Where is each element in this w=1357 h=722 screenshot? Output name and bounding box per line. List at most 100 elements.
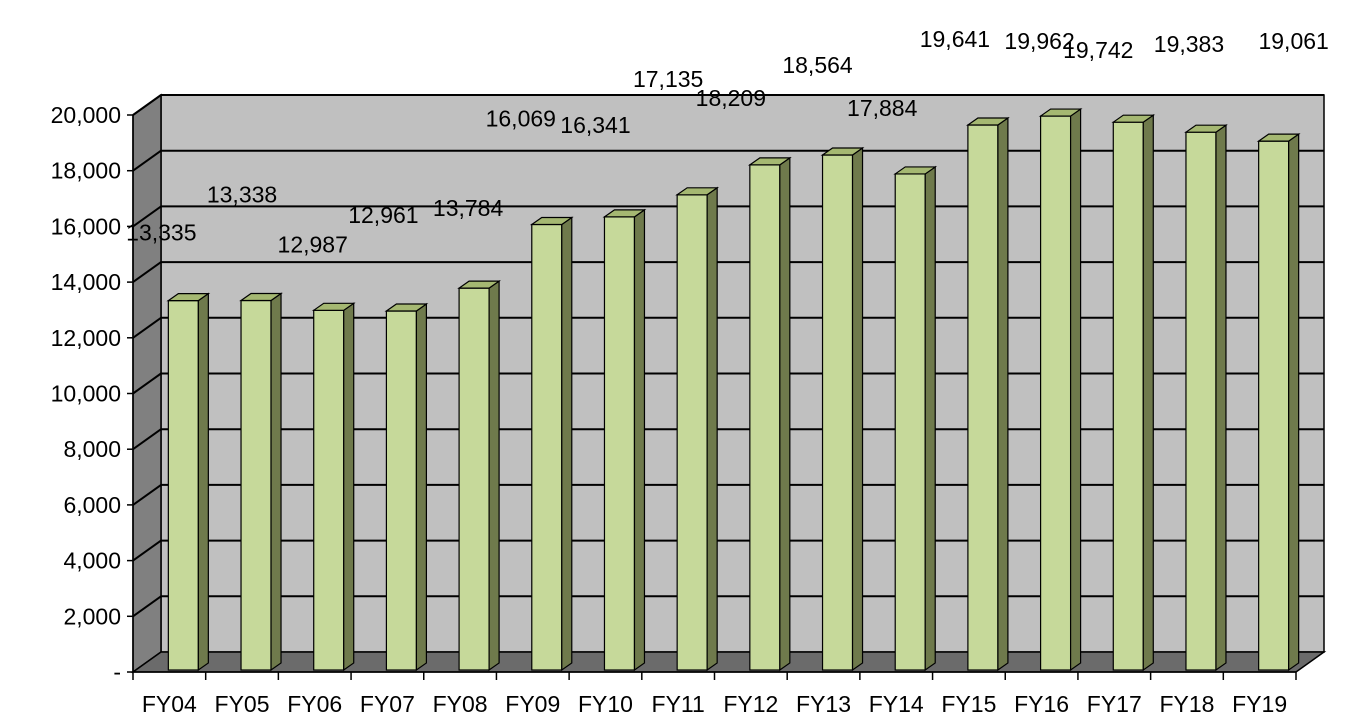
data-label: 13,784 xyxy=(433,195,504,221)
y-tick-label: 10,000 xyxy=(51,381,121,407)
bar xyxy=(603,216,636,671)
gridline-side xyxy=(132,261,162,283)
bar-top xyxy=(966,117,1010,126)
y-tick-label: 14,000 xyxy=(51,269,121,295)
data-label: 12,961 xyxy=(348,202,418,228)
x-tick-label: FY12 xyxy=(723,691,778,717)
x-tick-label: FY13 xyxy=(796,691,851,717)
y-tick-label: 16,000 xyxy=(51,213,121,239)
y-tick-label: 2,000 xyxy=(63,603,121,629)
bar-top xyxy=(1256,133,1301,142)
bar xyxy=(1258,140,1290,671)
bar-side xyxy=(197,292,209,672)
bar-side xyxy=(924,165,936,672)
bar-side xyxy=(1142,114,1154,672)
y-tick-label: 4,000 xyxy=(63,548,121,574)
y-tick-label: 20,000 xyxy=(51,102,121,128)
bar-top xyxy=(675,187,720,196)
bar-side xyxy=(706,186,718,672)
bar-side xyxy=(488,279,500,672)
bar-side xyxy=(1288,132,1300,672)
bar-top xyxy=(602,209,647,218)
gridline-side xyxy=(132,94,162,116)
bar-top xyxy=(529,216,574,226)
bar-top xyxy=(457,280,501,289)
data-label: 19,641 xyxy=(920,26,990,52)
bar xyxy=(1185,131,1217,671)
bar xyxy=(240,299,272,671)
bar-side xyxy=(561,216,573,672)
bar-side xyxy=(415,302,428,672)
bar-side xyxy=(633,208,646,672)
bar-side xyxy=(343,302,355,672)
bar-top xyxy=(820,147,865,156)
bar-side xyxy=(1069,107,1082,672)
x-tick-label: FY09 xyxy=(505,691,560,717)
data-label: 16,341 xyxy=(560,112,630,138)
x-tick-label: FY14 xyxy=(869,691,924,717)
bar xyxy=(676,194,708,671)
bar-top xyxy=(1038,108,1083,117)
bar xyxy=(821,154,854,671)
bar-top xyxy=(1111,114,1156,123)
data-label: 12,987 xyxy=(278,231,348,257)
x-tick-label: FY07 xyxy=(360,691,415,717)
x-tick-label: FY06 xyxy=(287,691,342,717)
gridline-side xyxy=(132,484,162,506)
y-tick-label: 12,000 xyxy=(51,325,121,351)
bar-top xyxy=(747,157,792,166)
data-label: 19,061 xyxy=(1258,28,1328,54)
gridline-side xyxy=(132,595,162,618)
data-label: 16,069 xyxy=(486,105,556,131)
data-label: 19,962 xyxy=(1004,28,1074,54)
data-label: 17,135 xyxy=(633,66,703,92)
data-label: 13,335 xyxy=(126,220,196,246)
bar xyxy=(313,309,345,671)
x-tick-label: FY19 xyxy=(1232,691,1287,717)
bar-side xyxy=(851,146,864,672)
x-tick-label: FY18 xyxy=(1159,691,1214,717)
gridline-side xyxy=(132,539,162,562)
bar xyxy=(385,310,418,671)
y-tick-label: 6,000 xyxy=(63,492,121,518)
data-label: 18,209 xyxy=(696,85,766,111)
data-label: 19,742 xyxy=(1063,37,1133,63)
x-tick-label: FY15 xyxy=(941,691,996,717)
data-label: 18,564 xyxy=(782,52,853,78)
bar xyxy=(967,124,999,671)
data-label: 17,884 xyxy=(847,95,918,121)
bar-top xyxy=(384,303,429,312)
bar-top xyxy=(1184,124,1228,133)
bar xyxy=(749,164,781,671)
bar-side xyxy=(997,116,1009,672)
bar-top xyxy=(166,293,211,302)
bar xyxy=(1039,115,1072,671)
x-tick-label: FY05 xyxy=(215,691,270,717)
bar-side xyxy=(779,156,791,672)
bar-top xyxy=(239,292,283,302)
y-tick-label: 18,000 xyxy=(51,158,121,184)
data-label: 19,383 xyxy=(1154,31,1224,57)
bar xyxy=(458,287,490,671)
bar-top xyxy=(311,302,356,311)
gridline-side xyxy=(132,149,162,172)
bar xyxy=(1112,121,1144,671)
bar xyxy=(167,300,199,671)
gridline-side xyxy=(132,428,162,451)
y-tick-label: - xyxy=(113,659,121,685)
gridline-side xyxy=(132,316,162,339)
x-tick-label: FY04 xyxy=(142,691,197,717)
y-tick-label: 8,000 xyxy=(63,436,121,462)
bar-top xyxy=(893,166,938,175)
x-tick-label: FY10 xyxy=(578,691,633,717)
bar-side xyxy=(1215,124,1227,672)
x-tick-label: FY08 xyxy=(433,691,488,717)
gridline-side xyxy=(132,205,162,228)
bar-side xyxy=(270,292,282,672)
bar xyxy=(894,173,926,671)
data-label: 13,338 xyxy=(207,182,277,208)
x-tick-label: FY11 xyxy=(652,691,705,717)
bar xyxy=(531,223,563,671)
